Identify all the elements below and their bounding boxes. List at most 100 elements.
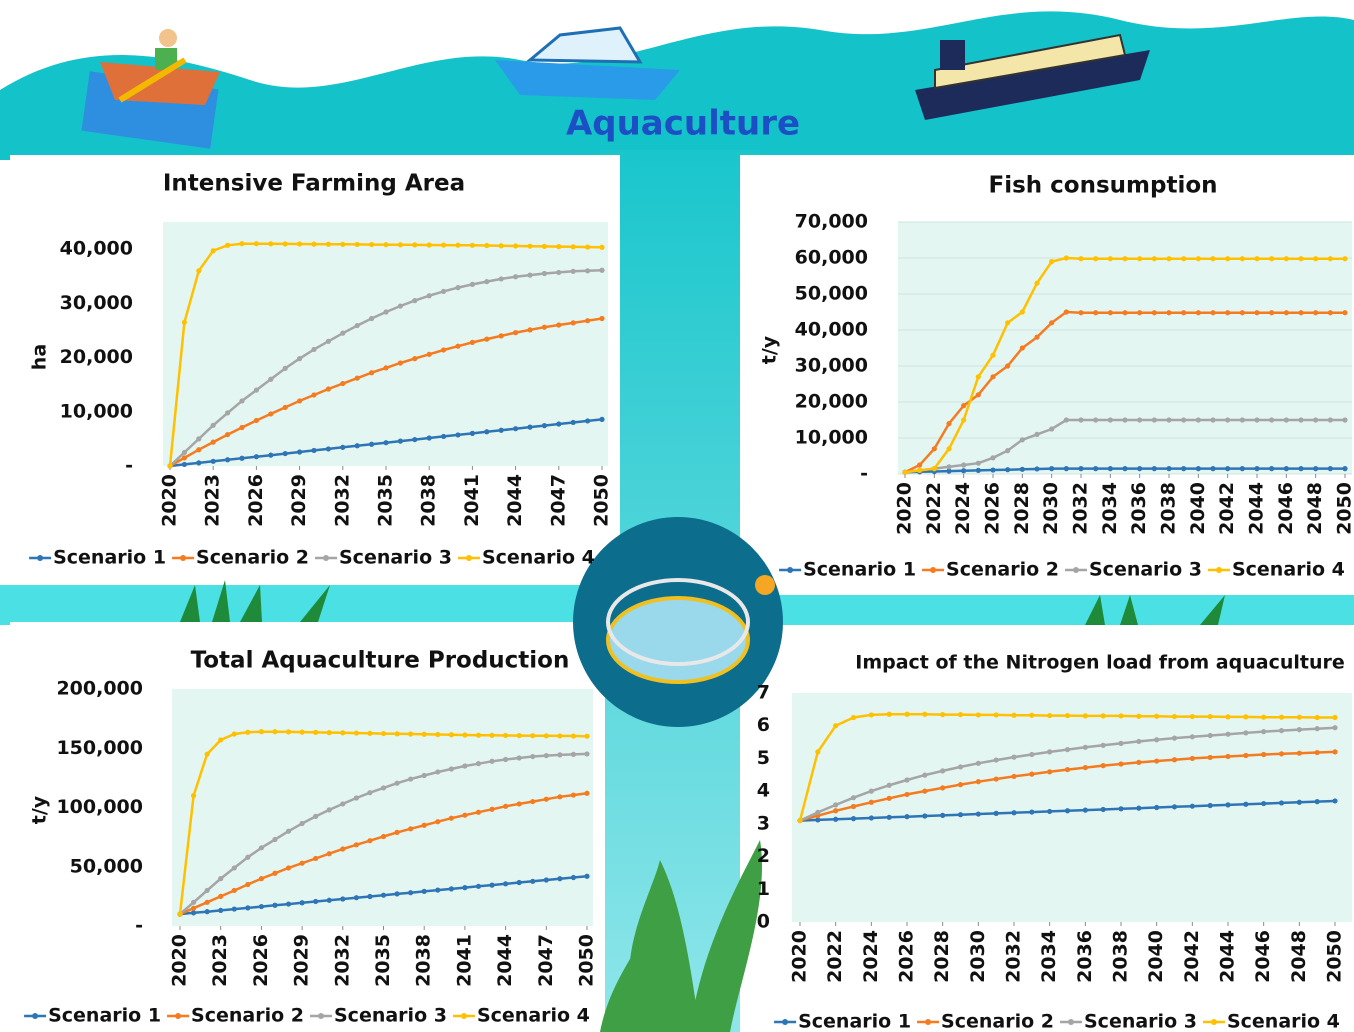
data-point [426, 242, 432, 248]
data-point [1049, 320, 1055, 326]
data-point [218, 893, 224, 899]
data-point [1261, 714, 1267, 720]
data-point [1283, 310, 1289, 316]
data-point [1107, 256, 1113, 262]
x-tick-label: 2041 [453, 934, 475, 987]
data-point [204, 899, 210, 905]
data-point [516, 879, 522, 886]
data-point [1011, 810, 1017, 816]
data-point [475, 883, 482, 889]
legend-swatch-dot [787, 567, 794, 573]
data-point [181, 319, 187, 325]
data-point [462, 885, 468, 891]
data-point [325, 446, 331, 452]
data-point [990, 455, 996, 461]
data-point [1332, 714, 1338, 721]
data-point [1296, 750, 1302, 756]
data-point [541, 243, 548, 249]
data-point [1181, 310, 1187, 316]
data-point [1151, 256, 1157, 262]
x-tick-label: 2044 [504, 474, 526, 527]
data-point [484, 242, 490, 249]
data-point [946, 464, 952, 470]
data-point [394, 829, 400, 835]
data-point [325, 241, 331, 247]
y-tick-label: 3 [757, 812, 770, 834]
data-point [1047, 712, 1053, 719]
x-tick-label: 2024 [860, 930, 882, 983]
data-point [940, 812, 946, 818]
data-point [503, 881, 509, 887]
data-point [1278, 728, 1285, 734]
data-point [1298, 466, 1304, 472]
y-tick-label: 0 [757, 911, 770, 933]
x-tick-label: 2026 [982, 482, 1004, 535]
data-point [1298, 256, 1304, 262]
data-point [367, 893, 373, 900]
data-point [412, 356, 418, 362]
data-point [1049, 259, 1055, 265]
data-point [441, 288, 447, 295]
data-point [1298, 310, 1304, 316]
x-tick-label: 2026 [250, 934, 272, 987]
data-point [556, 322, 562, 328]
data-point [210, 248, 216, 254]
data-point [1342, 256, 1348, 262]
x-tick-label: 2038 [413, 934, 435, 987]
data-point [1011, 712, 1017, 718]
legend-label: Scenario 3 [339, 547, 452, 569]
data-point [311, 346, 317, 353]
data-point [975, 392, 981, 398]
data-point [1243, 752, 1249, 759]
data-point [313, 813, 319, 819]
data-point [797, 817, 803, 824]
data-point [557, 752, 563, 758]
data-point [516, 801, 522, 807]
data-point [253, 417, 259, 424]
data-point [380, 730, 387, 737]
data-point [886, 814, 892, 820]
data-point [408, 890, 414, 896]
y-tick-label: 6 [757, 714, 770, 736]
data-point [297, 241, 303, 247]
data-point [426, 293, 432, 299]
data-point [462, 812, 468, 818]
data-point [530, 878, 536, 884]
x-tick-label: 2032 [1003, 930, 1025, 983]
data-point [258, 903, 264, 910]
data-point [311, 447, 317, 454]
y-tick-label: 70,000 [795, 211, 868, 233]
data-point [570, 320, 576, 326]
data-point [961, 417, 967, 423]
data-point [1261, 800, 1267, 807]
data-point [1239, 417, 1245, 423]
data-point [1243, 714, 1249, 720]
data-point [1171, 735, 1178, 741]
data-point [408, 731, 414, 737]
data-point [299, 900, 305, 906]
data-point [599, 315, 605, 322]
data-point [272, 836, 278, 843]
data-point [1100, 713, 1106, 719]
data-point [599, 267, 605, 273]
data-point [1093, 466, 1099, 472]
data-point [383, 440, 389, 446]
data-point [1181, 417, 1187, 423]
data-point [455, 285, 461, 291]
data-point [1296, 799, 1302, 805]
data-point [210, 458, 216, 464]
y-tick-label: 5 [757, 747, 770, 769]
data-point [868, 815, 874, 821]
legend-label: Scenario 1 [53, 547, 166, 569]
data-point [1332, 725, 1338, 731]
data-point [285, 901, 292, 907]
y-tick-label: 40,000 [795, 319, 868, 341]
data-point [340, 444, 346, 450]
data-point [1207, 732, 1213, 739]
data-point [218, 737, 224, 743]
data-point [354, 375, 360, 381]
data-point [190, 910, 197, 916]
data-point [1189, 803, 1195, 809]
data-point [190, 905, 197, 911]
data-point [475, 732, 482, 738]
